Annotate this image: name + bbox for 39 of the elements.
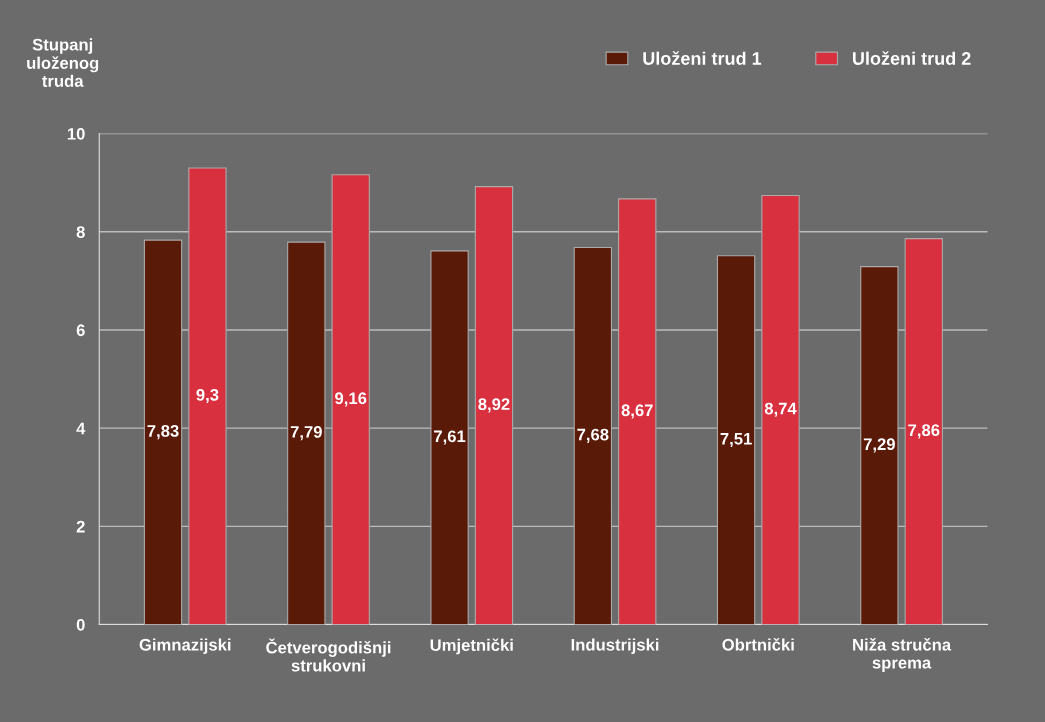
- bar: [474, 186, 514, 625]
- x-tick-label: Niža stručna sprema: [853, 638, 952, 672]
- y-tick-label: 6: [76, 324, 85, 337]
- data-label: 9,16: [335, 392, 367, 407]
- bar: [143, 239, 183, 625]
- data-label: 8,67: [621, 404, 653, 419]
- data-label: 7,79: [290, 425, 322, 441]
- data-label: 7,61: [434, 430, 466, 445]
- bar: [287, 241, 326, 625]
- x-tick-label: Četverogodišnji strukovni: [266, 638, 391, 672]
- y-tick-label: 8: [76, 226, 85, 238]
- x-tick-label: Obrtnički: [722, 638, 794, 651]
- x-tick-label: Gimnazijski: [139, 638, 231, 654]
- y-axis-title: Stupanj uloženog truda: [27, 38, 99, 87]
- data-label: 7,29: [863, 438, 895, 453]
- bar: [904, 238, 943, 625]
- x-tick-label: Umjetnički: [430, 638, 513, 655]
- bar: [573, 246, 613, 625]
- data-label: 7,86: [908, 424, 940, 439]
- data-label: 8,92: [478, 398, 510, 413]
- legend-label: Uloženi trud 1: [643, 51, 762, 65]
- bar: [188, 167, 227, 625]
- bar: [716, 255, 756, 625]
- y-tick-label: 0: [76, 618, 85, 631]
- bar: [331, 174, 370, 625]
- legend-label: Uloženi trud 2: [852, 51, 971, 65]
- bar: [761, 194, 800, 625]
- bar: [618, 198, 657, 625]
- data-label: 7,83: [147, 424, 179, 440]
- bar: [860, 266, 899, 625]
- data-label: 7,68: [577, 428, 609, 443]
- y-tick-label: 10: [67, 127, 85, 140]
- data-label: 7,51: [720, 433, 752, 448]
- x-tick-label: Industrijski: [571, 638, 659, 654]
- data-label: 9,3: [196, 388, 219, 404]
- data-label: 8,74: [764, 402, 797, 417]
- y-tick-label: 4: [76, 422, 86, 435]
- bar: [430, 250, 469, 625]
- y-tick-label: 2: [76, 520, 85, 533]
